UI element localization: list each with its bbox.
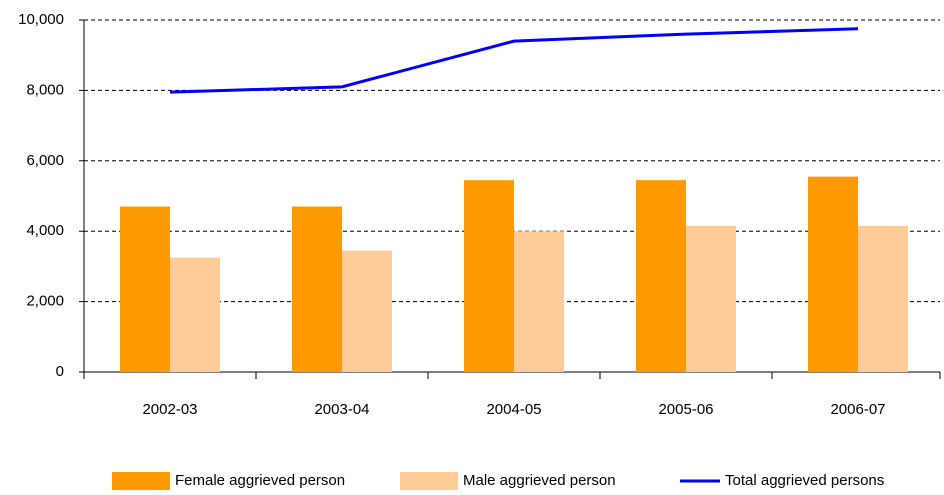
legend-label: Male aggrieved person (463, 472, 616, 489)
y-tick-label: 10,000 (18, 11, 64, 28)
bar (636, 180, 686, 372)
bar (514, 231, 564, 372)
line (169, 27, 859, 94)
bar (292, 206, 342, 372)
x-tick-label: 2004-05 (486, 401, 541, 418)
bar (342, 250, 392, 372)
y-tick-label: 2,000 (26, 293, 64, 310)
y-tick-label: 8,000 (26, 81, 64, 98)
y-tick-label: 0 (56, 363, 64, 380)
y-tick-label: 4,000 (26, 222, 64, 239)
legend-swatch (112, 472, 170, 490)
legend-label: Total aggrieved persons (725, 472, 884, 489)
bar (120, 206, 170, 372)
bar (464, 180, 514, 372)
bar (808, 176, 858, 372)
bar (686, 225, 736, 372)
legend-label: Female aggrieved person (175, 472, 345, 489)
x-tick-label: 2006-07 (830, 401, 885, 418)
x-tick-label: 2003-04 (314, 401, 369, 418)
x-tick-label: 2005-06 (658, 401, 713, 418)
bar (858, 225, 908, 372)
y-tick-label: 6,000 (26, 152, 64, 169)
legend-swatch (400, 472, 458, 490)
bar (170, 257, 220, 372)
x-tick-label: 2002-03 (142, 401, 197, 418)
